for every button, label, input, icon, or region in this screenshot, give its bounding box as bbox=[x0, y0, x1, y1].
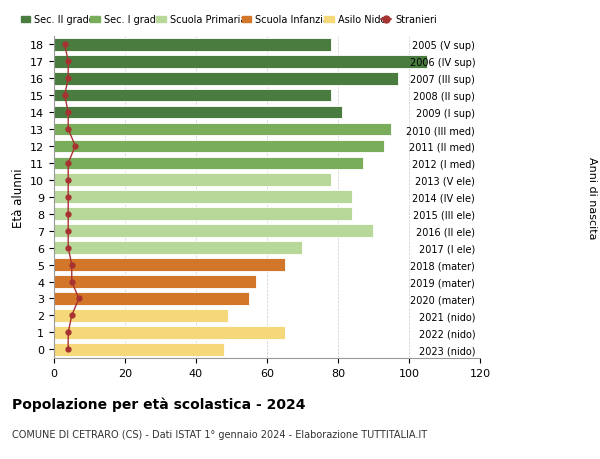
Bar bbox=[54, 225, 373, 238]
Bar bbox=[54, 309, 228, 322]
Bar bbox=[54, 292, 249, 305]
Bar bbox=[54, 39, 331, 51]
Bar bbox=[54, 73, 398, 85]
Bar bbox=[54, 191, 352, 204]
Bar bbox=[54, 157, 363, 170]
Bar bbox=[54, 140, 384, 153]
Bar bbox=[54, 208, 352, 221]
Bar bbox=[54, 343, 224, 356]
Bar bbox=[54, 242, 302, 254]
Bar bbox=[54, 106, 341, 119]
Bar bbox=[54, 275, 256, 288]
Bar bbox=[54, 56, 427, 68]
Legend: Sec. II grado, Sec. I grado, Scuola Primaria, Scuola Infanzia, Asilo Nido, Stran: Sec. II grado, Sec. I grado, Scuola Prim… bbox=[20, 16, 437, 25]
Y-axis label: Età alunni: Età alunni bbox=[11, 168, 25, 227]
Bar bbox=[54, 90, 331, 102]
Text: COMUNE DI CETRARO (CS) - Dati ISTAT 1° gennaio 2024 - Elaborazione TUTTITALIA.IT: COMUNE DI CETRARO (CS) - Dati ISTAT 1° g… bbox=[12, 429, 427, 439]
Bar bbox=[54, 123, 391, 136]
Text: Popolazione per età scolastica - 2024: Popolazione per età scolastica - 2024 bbox=[12, 397, 305, 412]
Text: Anni di nascita: Anni di nascita bbox=[587, 156, 597, 239]
Bar bbox=[54, 259, 285, 271]
Bar bbox=[54, 326, 285, 339]
Bar bbox=[54, 174, 331, 187]
